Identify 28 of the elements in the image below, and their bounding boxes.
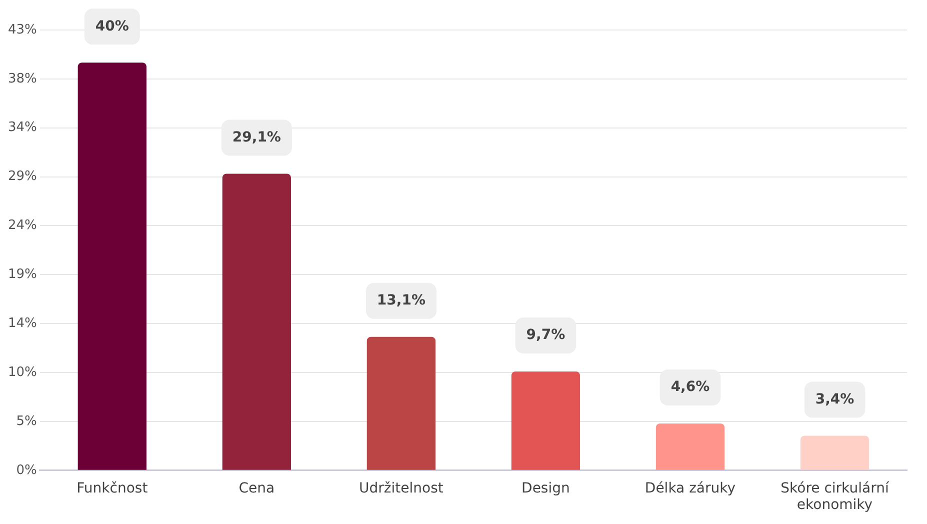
bar <box>222 174 291 470</box>
y-tick-label: 14% <box>8 316 37 331</box>
bar <box>800 436 870 470</box>
data-label: 40% <box>95 18 129 34</box>
bar <box>511 372 580 470</box>
bar <box>656 424 725 470</box>
y-tick-label: 10% <box>8 364 37 380</box>
data-label: 4,6% <box>670 379 710 396</box>
y-tick-label: 24% <box>8 218 37 234</box>
y-tick-label: 34% <box>8 120 37 136</box>
y-tick-label: 43% <box>8 22 37 38</box>
x-tick-label: Délka záruky <box>644 480 736 496</box>
y-tick-label: 5% <box>16 414 37 429</box>
bar <box>366 336 436 470</box>
y-tick-label: 0% <box>16 462 37 478</box>
data-label: 29,1% <box>232 129 281 146</box>
x-tick-label: Funkčnost <box>76 480 148 496</box>
data-label: 9,7% <box>526 327 566 344</box>
x-tick-label: Udržitelnost <box>359 480 444 496</box>
y-tick-label: 38% <box>8 71 37 86</box>
data-label: 13,1% <box>376 292 426 308</box>
y-tick-label: 29% <box>8 169 37 184</box>
y-tick-label: 19% <box>8 267 37 282</box>
data-label: 3,4% <box>815 391 854 408</box>
x-tick-label: Design <box>522 480 570 496</box>
x-tick-label: Skóre cirkulární ekonomiky <box>780 480 890 514</box>
bar <box>78 62 146 470</box>
x-tick-label: Cena <box>238 480 275 496</box>
